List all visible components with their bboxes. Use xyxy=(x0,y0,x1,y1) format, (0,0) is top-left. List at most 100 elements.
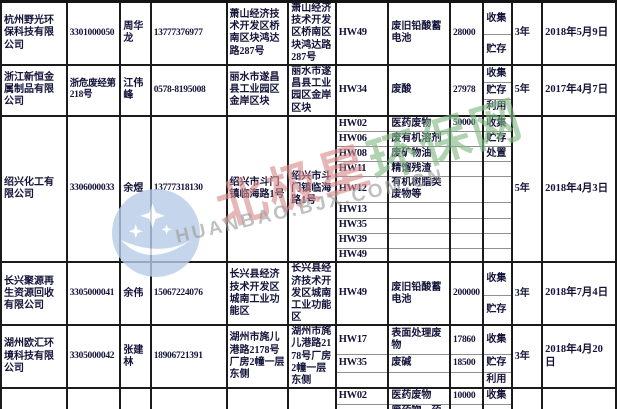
hw-code-cell: HW17 xyxy=(334,324,390,356)
waste-name-cell: 废酸 xyxy=(387,63,452,117)
quantity-cell: 200000 xyxy=(449,261,485,326)
permit-no-cell: 3305000041 xyxy=(65,261,122,326)
hw-code-cell: HW49 xyxy=(334,0,390,66)
permit-no-cell xyxy=(65,387,122,409)
quantity-cell xyxy=(449,131,485,148)
waste-name-cell xyxy=(387,247,452,263)
contact-cell: 张建林 xyxy=(119,324,152,389)
waste-name-cell: 废有机溶剂 xyxy=(387,131,452,148)
quantity-cell: 28000 xyxy=(449,0,485,66)
quantity-cell: 18500 xyxy=(449,354,485,373)
record-subrow: 浙江新恒金属制品有限公司 浙危废经第218号 江伟峰 0578-8195008 丽水市遂… xyxy=(0,63,617,117)
quantity-cell: 50000 xyxy=(449,114,485,133)
address-cell xyxy=(225,387,290,409)
permit-no-cell: 3305000042 xyxy=(65,324,122,389)
address2-cell: 长兴县经济技术开发区城南工业功能区 xyxy=(287,261,337,326)
waste-name-cell xyxy=(387,371,452,389)
term-cell: 3年 xyxy=(510,261,544,326)
method-cell: 收集 xyxy=(482,261,513,297)
quantity-cell: 10000 xyxy=(449,387,485,405)
company-cell: 湖州欧汇环境科技有限公司 xyxy=(0,324,68,389)
method-cell xyxy=(482,161,513,178)
method-cell xyxy=(482,176,513,203)
waste-name-cell: 医药废物 xyxy=(387,387,452,405)
company-cell: 浙江新恒金属制品有限公司 xyxy=(0,63,68,117)
hw-code-cell: HW02 xyxy=(334,387,390,405)
hw-code-cell: HW35 xyxy=(334,217,390,234)
hw-code-cell: HW03 xyxy=(334,403,390,409)
method-cell: 利用 xyxy=(482,371,513,389)
record-subrow: 绍兴化工有限公司 3306000033 余煜 13777318130 绍兴市斗门镇临海路… xyxy=(0,114,617,263)
phone-cell: 13777376977 xyxy=(149,0,228,66)
contact-cell: 余伟 xyxy=(119,261,152,326)
phone-cell xyxy=(149,387,228,409)
hw-code-cell xyxy=(334,371,390,389)
record-subrow: HW35 xyxy=(1,217,616,234)
quantity-cell xyxy=(449,201,485,219)
address-cell: 萧山经济技术开发区桥南区块鸿达路287号 xyxy=(225,0,290,66)
term-cell: 3年 xyxy=(510,0,544,66)
method-cell: 收集 xyxy=(482,387,513,405)
address-cell: 绍兴市斗门镇临海路1号 xyxy=(225,114,290,263)
address2-cell xyxy=(287,387,337,409)
term-cell: 5年 xyxy=(510,63,544,117)
permit-no-cell: 浙危废经第218号 xyxy=(65,63,122,117)
record-subrow: HW12 有机树脂类废物等 xyxy=(1,176,616,203)
permit-no-cell: 3301000050 xyxy=(65,0,122,66)
permit-no-cell: 3306000033 xyxy=(65,114,122,263)
waste-name-cell: 废旧铅酸蓄电池 xyxy=(387,261,452,326)
contact-cell: 周华龙 xyxy=(119,0,152,66)
quantity-cell xyxy=(449,232,485,249)
address2-cell: 萧山经济技术开发区桥南区块鸿达路287号 xyxy=(287,0,337,66)
company-cell: 绍兴化工有限公司 xyxy=(0,114,68,263)
record-subrow: HW35 废碱 18500 贮存 xyxy=(1,354,616,373)
method-cell: 收集 xyxy=(482,114,513,133)
company-cell: 长兴聚源再生资源回收有限公司 xyxy=(0,261,68,326)
hw-code-cell: HW49 xyxy=(334,247,390,263)
method-cell: 处置 xyxy=(482,146,513,163)
hw-code-cell: HW35 xyxy=(334,354,390,373)
address-cell: 丽水市遂昌县工业园区金岸区块 xyxy=(225,63,290,117)
hw-code-cell: HW06 xyxy=(334,131,390,148)
company-cell: 杭州野光环保科技有限公司 xyxy=(0,0,68,66)
record-subrow: HW08 废矿物油 处置 xyxy=(1,146,616,163)
contact-cell: 江伟峰 xyxy=(119,63,152,117)
method-cell: 贮存 xyxy=(482,295,513,326)
method-cell: 利用 xyxy=(482,99,513,117)
quantity-cell: 17860 xyxy=(449,324,485,356)
quantity-cell xyxy=(449,161,485,178)
term-cell: 5年 xyxy=(510,114,544,263)
waste-name-cell: 废碱 xyxy=(387,354,452,373)
phone-cell: 18906721391 xyxy=(149,324,228,389)
address2-cell: 丽水市遂昌县工业园区金岸区块 xyxy=(287,63,337,117)
hw-code-cell: HW08 xyxy=(334,146,390,163)
method-cell xyxy=(482,232,513,249)
hw-code-cell: HW12 xyxy=(334,176,390,203)
hw-code-cell: HW11 xyxy=(334,161,390,178)
date-cell: 2017年4月7日 xyxy=(541,63,617,117)
waste-name-cell: 有机树脂类废物等 xyxy=(387,176,452,203)
record-subrow: 贮存 xyxy=(1,34,616,66)
waste-name-cell xyxy=(387,201,452,219)
company-cell xyxy=(0,387,68,409)
hw-code-cell: HW13 xyxy=(334,201,390,219)
record-subrow: 湖州欧汇环境科技有限公司 3305000042 张建林 18906721391 湖州市旄… xyxy=(0,324,617,389)
waste-name-cell: 废旧铅酸蓄电池 xyxy=(387,0,452,66)
date-cell: 2018年7月4日 xyxy=(541,261,617,326)
waste-name-cell xyxy=(387,217,452,234)
waste-name-cell: 废矿物油 xyxy=(387,146,452,163)
hw-code-cell: HW49 xyxy=(334,261,390,326)
method-cell: 收集 xyxy=(482,63,513,84)
record-subrow: HW06 废有机溶剂 贮存 xyxy=(1,131,616,148)
phone-cell: 0578-8195008 xyxy=(149,63,228,117)
method-cell: 贮存 xyxy=(482,82,513,101)
phone-cell: 13777318130 xyxy=(149,114,228,263)
term-cell xyxy=(510,387,544,409)
waste-name-cell xyxy=(387,232,452,249)
quantity-cell xyxy=(449,217,485,234)
address-cell: 长兴县经济技术开发区城南工业功能区 xyxy=(225,261,290,326)
record-subrow: 长兴聚源再生资源回收有限公司 3305000041 余伟 15067224076 长兴县… xyxy=(0,261,617,326)
method-cell: 贮存 xyxy=(482,354,513,373)
date-cell: 2018年4月3日 xyxy=(541,114,617,263)
